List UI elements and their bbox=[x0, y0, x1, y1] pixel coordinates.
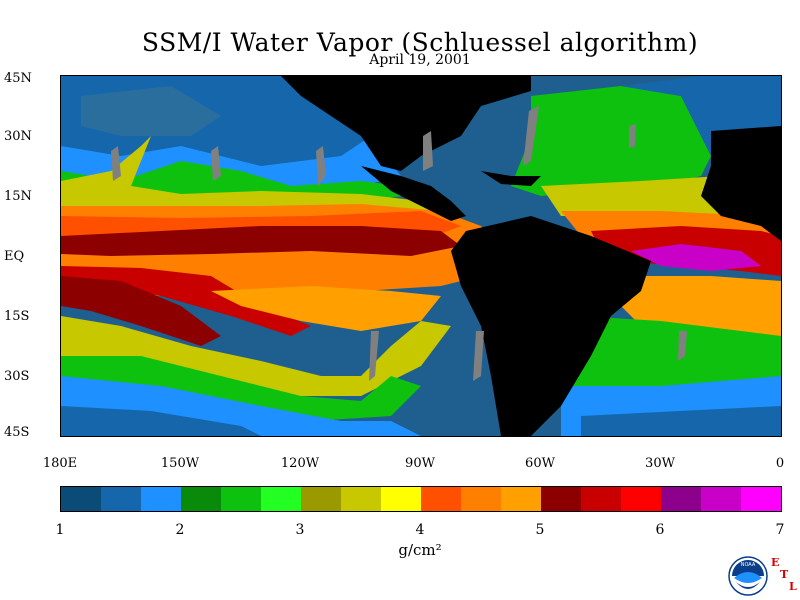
colorbar-cell bbox=[581, 487, 621, 511]
vapor-band-north-yellow bbox=[61, 136, 441, 218]
vapor-band-south-low bbox=[61, 406, 261, 436]
lon-label-180e: 180E bbox=[42, 456, 78, 471]
colorbar-unit: g/cm² bbox=[398, 541, 442, 559]
colorbar-cell bbox=[381, 487, 421, 511]
colorbar-tick-6: 6 bbox=[655, 522, 665, 538]
missing-data-swath bbox=[523, 106, 539, 166]
vapor-band-spcz-core bbox=[61, 276, 221, 346]
colorbar-tick-5: 5 bbox=[535, 522, 545, 538]
lon-label-120w: 120W bbox=[280, 456, 320, 471]
colorbar-cell bbox=[461, 487, 501, 511]
map-title: SSM/I Water Vapor (Schluessel algorithm) bbox=[141, 28, 699, 57]
noaa-logo-text: NOAA bbox=[741, 562, 756, 568]
colorbar-cell bbox=[141, 487, 181, 511]
vapor-max-atlantic bbox=[631, 244, 761, 271]
lat-label-eq: EQ bbox=[4, 249, 25, 264]
colorbar-cell bbox=[701, 487, 741, 511]
vapor-band-south-yellow bbox=[61, 316, 451, 396]
water-vapor-field bbox=[61, 76, 781, 436]
land-caribbean bbox=[481, 171, 541, 186]
lat-label-45s: 45S bbox=[4, 425, 30, 440]
vapor-band-atlantic-green bbox=[511, 86, 711, 196]
lon-label-90w: 90W bbox=[405, 456, 435, 471]
colorbar-cell bbox=[261, 487, 301, 511]
colorbar bbox=[60, 486, 782, 512]
colorbar-cell bbox=[661, 487, 701, 511]
missing-data-swath bbox=[211, 146, 221, 181]
colorbar-cell bbox=[181, 487, 221, 511]
lat-label-30s: 30S bbox=[4, 369, 30, 384]
noaa-logo-icon: NOAA bbox=[728, 556, 768, 596]
colorbar-tick-3: 3 bbox=[295, 522, 305, 538]
lat-label-45n: 45N bbox=[4, 71, 32, 86]
colorbar-tick-1: 1 bbox=[55, 522, 65, 538]
etl-letter-e: E bbox=[771, 556, 780, 569]
missing-data-swath bbox=[316, 146, 326, 186]
lon-label-30w: 30W bbox=[645, 456, 675, 471]
colorbar-cell bbox=[421, 487, 461, 511]
land-south-america bbox=[451, 216, 651, 436]
etl-letter-l: L bbox=[789, 580, 797, 593]
lon-label-0: 0 bbox=[775, 456, 785, 471]
land-north-america bbox=[281, 76, 531, 171]
vapor-band-south-atlantic-green bbox=[571, 316, 781, 396]
colorbar-cell bbox=[301, 487, 341, 511]
vapor-core-itcz bbox=[61, 226, 461, 256]
missing-data-swath bbox=[423, 131, 433, 171]
missing-data-swath bbox=[473, 331, 484, 381]
vapor-band-south-green bbox=[61, 356, 421, 421]
land-africa-europe bbox=[701, 126, 781, 241]
water-vapor-map bbox=[60, 75, 782, 437]
vapor-patch-north-dark bbox=[81, 86, 221, 136]
colorbar-cell bbox=[621, 487, 661, 511]
missing-data-swath bbox=[111, 146, 121, 181]
colorbar-cell bbox=[101, 487, 141, 511]
colorbar-tick-7: 7 bbox=[775, 522, 785, 538]
vapor-band-south-atlantic-low bbox=[581, 406, 781, 436]
land-mexico-central-america bbox=[361, 166, 466, 221]
vapor-band-south-pacific-orange bbox=[211, 286, 441, 331]
colorbar-cell bbox=[61, 487, 101, 511]
colorbar-cell bbox=[741, 487, 781, 511]
lat-label-15s: 15S bbox=[4, 309, 30, 324]
missing-data-swath bbox=[369, 331, 379, 381]
colorbar-tick-2: 2 bbox=[175, 522, 185, 538]
colorbar-tick-4: 4 bbox=[415, 522, 425, 538]
colorbar-cell bbox=[501, 487, 541, 511]
lon-label-60w: 60W bbox=[525, 456, 555, 471]
colorbar-cell bbox=[221, 487, 261, 511]
missing-data-swath bbox=[629, 124, 636, 148]
colorbar-cell bbox=[341, 487, 381, 511]
missing-data-swath bbox=[678, 331, 687, 361]
lat-label-30n: 30N bbox=[4, 129, 32, 144]
lon-label-150w: 150W bbox=[160, 456, 200, 471]
lat-label-15n: 15N bbox=[4, 189, 32, 204]
colorbar-cell bbox=[541, 487, 581, 511]
map-date: April 19, 2001 bbox=[369, 52, 471, 68]
etl-letter-t: T bbox=[780, 568, 789, 581]
